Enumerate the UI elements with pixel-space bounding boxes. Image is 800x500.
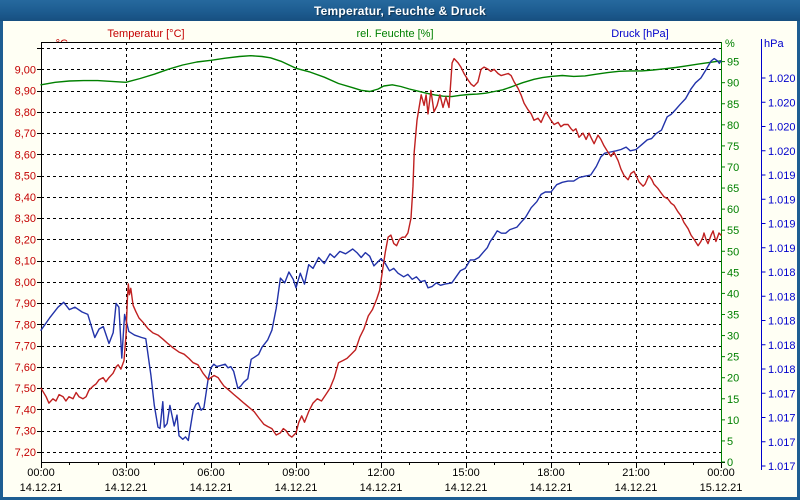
x-tick-date-label: 14.12.21	[360, 482, 403, 494]
x-tick-date-label: 14.12.21	[105, 482, 148, 494]
window-title: Temperatur, Feuchte & Druck	[314, 3, 486, 18]
x-tick-time-label: 00:00	[27, 467, 55, 479]
humidity-tick-label: 70	[727, 162, 739, 174]
humidity-series-line	[40, 55, 722, 98]
x-tick-time-label: 06:00	[197, 467, 225, 479]
x-tick-time-label: 03:00	[112, 467, 140, 479]
humidity-header: rel. Feuchte [%]	[356, 28, 434, 40]
pressure-axis-unit: hPa	[764, 38, 784, 50]
chart-canvas: 9,00 8,90 8,80 8,70 8,60 8,50 8,40 8,30 8,20 8,10…	[15, 39, 796, 494]
pressure-header: Druck [hPa]	[611, 28, 669, 40]
humidity-tick-label: 45	[727, 267, 739, 279]
temp-tick-label: 8,20	[15, 234, 36, 246]
temp-tick-label: 7,30	[15, 426, 36, 438]
pressure-tick-label: 1.018	[768, 267, 796, 279]
temp-tick-label: 7,20	[15, 447, 36, 459]
humidity-tick-label: 55	[727, 225, 739, 237]
pressure-tick-label: 1.020	[768, 146, 796, 158]
temp-tick-label: 7,70	[15, 341, 36, 353]
temperature-series-line	[40, 57, 722, 438]
temp-tick-label: 7,90	[15, 298, 36, 310]
temp-tick-label: 8,10	[15, 256, 36, 268]
humidity-tick-label: 90	[727, 78, 739, 90]
window-titlebar: Temperatur, Feuchte & Druck	[0, 0, 800, 21]
x-tick-time-label: 21:00	[622, 467, 650, 479]
x-tick-date-label: 15.12.21	[700, 482, 743, 494]
humidity-tick-label: 80	[727, 120, 739, 132]
temp-tick-label: 9,00	[15, 64, 36, 76]
humidity-tick-label: 85	[727, 99, 739, 111]
temp-tick-label: 8,90	[15, 86, 36, 98]
temp-tick-label: 7,60	[15, 362, 36, 374]
humidity-tick-label: 10	[727, 415, 739, 427]
temp-tick-label: 7,80	[15, 319, 36, 331]
pressure-tick-label: 1.020	[768, 97, 796, 109]
pressure-tick-label: 1.017	[768, 437, 796, 449]
pressure-tick-label: 1.018	[768, 340, 796, 352]
temp-tick-label: 7,50	[15, 383, 36, 395]
pressure-tick-label: 1.018	[768, 291, 796, 303]
x-tick-time-label: 18:00	[537, 467, 565, 479]
humidity-tick-label: 50	[727, 246, 739, 258]
temperature-header: Temperatur [°C]	[107, 28, 185, 40]
temp-tick-label: 8,80	[15, 107, 36, 119]
temp-tick-label: 8,50	[15, 171, 36, 183]
humidity-tick-label: 60	[727, 204, 739, 216]
pressure-tick-label: 1.017	[768, 413, 796, 425]
x-tick-date-label: 14.12.21	[615, 482, 658, 494]
pressure-tick-label: 1.019	[768, 243, 796, 255]
x-tick-time-label: 09:00	[282, 467, 310, 479]
pressure-tick-label: 1.020	[768, 73, 796, 85]
humidity-tick-label: 20	[727, 373, 739, 385]
pressure-tick-label: 1.017	[768, 461, 796, 473]
x-tick-time-label: 12:00	[367, 467, 395, 479]
x-tick-date-label: 14.12.21	[190, 482, 233, 494]
humidity-tick-label: 0	[727, 457, 733, 469]
chart-panel: Temperatur [°C] rel. Feuchte [%] Druck […	[3, 21, 797, 497]
x-tick-date-label: 14.12.21	[530, 482, 573, 494]
x-tick-date-label: 14.12.21	[445, 482, 488, 494]
humidity-tick-label: 25	[727, 352, 739, 364]
temp-tick-label: 8,60	[15, 149, 36, 161]
pressure-tick-label: 1.018	[768, 316, 796, 328]
pressure-tick-label: 1.019	[768, 194, 796, 206]
humidity-tick-label: 15	[727, 394, 739, 406]
humidity-tick-label: 40	[727, 288, 739, 300]
pressure-tick-label: 1.017	[768, 388, 796, 400]
humidity-tick-label: 95	[727, 57, 739, 69]
pressure-tick-label: 1.020	[768, 122, 796, 134]
humidity-tick-label: 75	[727, 141, 739, 153]
x-tick-time-label: 00:00	[707, 467, 735, 479]
humidity-axis-unit: %	[725, 38, 735, 50]
temp-tick-label: 8,40	[15, 192, 36, 204]
x-tick-date-label: 14.12.21	[20, 482, 63, 494]
temp-tick-label: 8,70	[15, 128, 36, 140]
temp-tick-label: 8,00	[15, 277, 36, 289]
pressure-tick-label: 1.018	[768, 364, 796, 376]
humidity-tick-label: 30	[727, 331, 739, 343]
pressure-tick-label: 1.019	[768, 170, 796, 182]
temp-tick-label: 7,40	[15, 404, 36, 416]
x-tick-date-label: 14.12.21	[275, 482, 318, 494]
pressure-series-line	[40, 57, 722, 442]
pressure-tick-label: 1.019	[768, 219, 796, 231]
humidity-tick-label: 5	[727, 436, 733, 448]
humidity-tick-label: 35	[727, 309, 739, 321]
humidity-tick-label: 65	[727, 183, 739, 195]
x-tick-time-label: 15:00	[452, 467, 480, 479]
temp-tick-label: 8,30	[15, 213, 36, 225]
